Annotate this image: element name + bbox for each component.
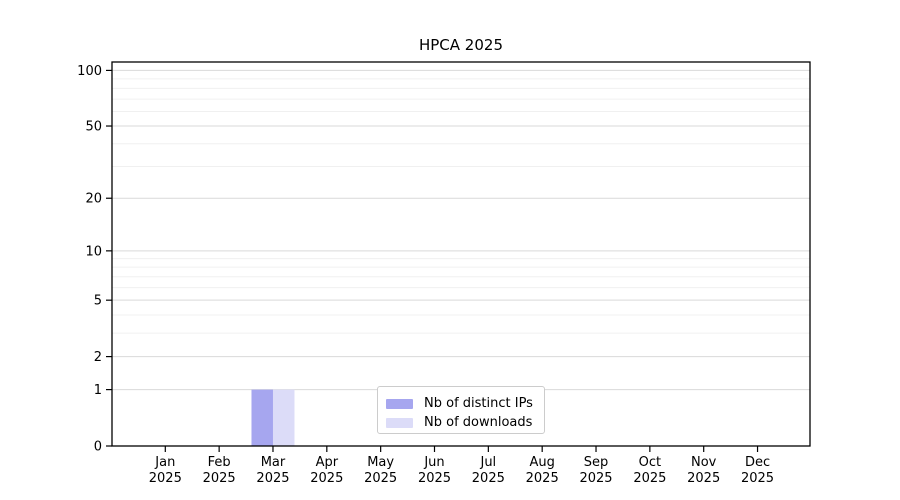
y-tick-label: 1 [94,383,102,398]
x-tick-label-year: 2025 [310,471,343,486]
x-tick-label-year: 2025 [526,471,559,486]
legend-label-distinct-ips: Nb of distinct IPs [424,396,533,411]
x-tick-label-month: Feb [208,455,231,470]
x-tick-label-month: Jul [479,455,496,470]
y-tick-label: 20 [85,192,102,207]
y-tick-label: 50 [85,120,102,135]
x-tick-label-month: Mar [261,455,286,470]
legend: Nb of distinct IPs Nb of downloads [377,386,545,434]
y-tick-label: 10 [85,244,102,259]
bar-distinct-ips [251,389,273,446]
legend-item-distinct-ips: Nb of distinct IPs [386,394,544,413]
x-tick-label-month: Apr [316,455,339,470]
legend-item-downloads: Nb of downloads [386,413,544,432]
x-tick-label-month: May [367,455,394,470]
x-tick-label-month: Sep [584,455,609,470]
x-tick-label-year: 2025 [472,471,505,486]
bar-downloads [272,389,295,446]
y-tick-label: 100 [77,64,102,79]
x-tick-label-month: Oct [639,455,661,470]
legend-label-downloads: Nb of downloads [424,415,533,430]
x-tick-label-year: 2025 [149,471,182,486]
x-tick-label-year: 2025 [687,471,720,486]
x-tick-label-month: Nov [691,455,717,470]
x-tick-label-year: 2025 [579,471,612,486]
x-tick-label-year: 2025 [256,471,289,486]
chart-title: HPCA 2025 [418,36,503,54]
legend-swatch-downloads-icon [386,417,413,428]
x-tick-label-year: 2025 [418,471,451,486]
y-tick-label: 2 [94,350,102,365]
x-tick-label-month: Aug [529,455,554,470]
x-tick-label-year: 2025 [741,471,774,486]
x-tick-label-month: Jun [423,455,444,470]
x-tick-label-year: 2025 [633,471,666,486]
legend-swatch-distinct-ips-icon [386,398,413,409]
x-tick-label-month: Jan [154,455,175,470]
y-tick-label: 5 [94,294,102,309]
x-tick-label-year: 2025 [203,471,236,486]
x-tick-label-month: Dec [745,455,770,470]
plot-border [111,61,811,447]
x-tick-label-year: 2025 [364,471,397,486]
y-tick-label: 0 [94,440,102,455]
